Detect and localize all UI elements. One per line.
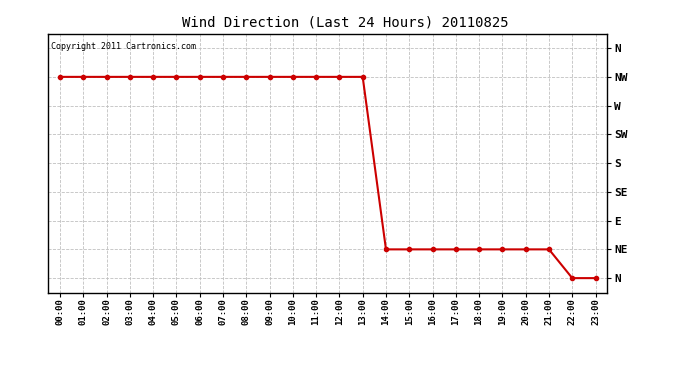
Text: Wind Direction (Last 24 Hours) 20110825: Wind Direction (Last 24 Hours) 20110825 (181, 15, 509, 29)
Text: Copyright 2011 Cartronics.com: Copyright 2011 Cartronics.com (51, 42, 196, 51)
